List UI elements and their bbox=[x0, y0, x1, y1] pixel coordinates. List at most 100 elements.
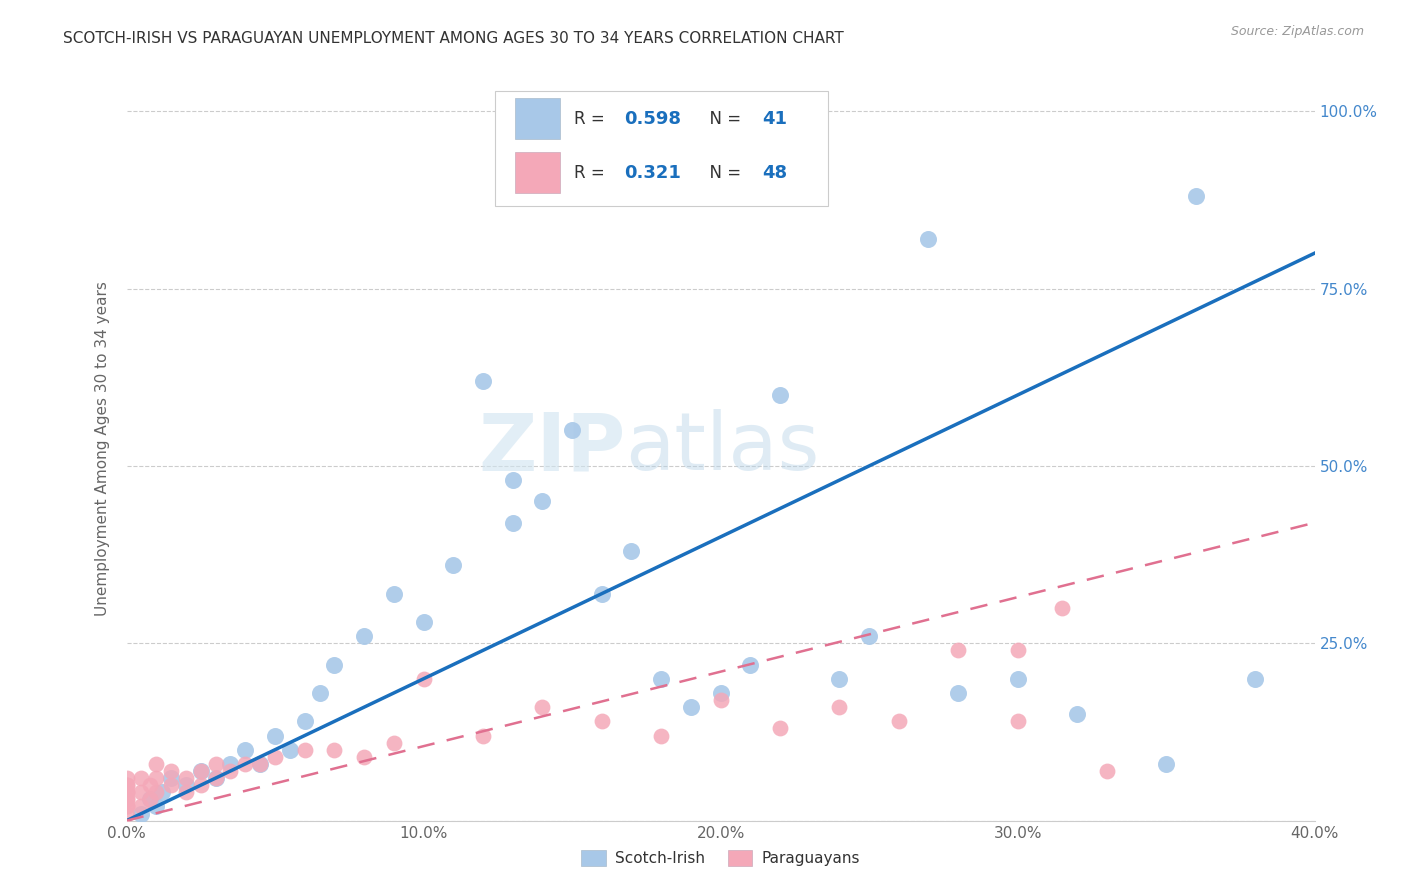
Y-axis label: Unemployment Among Ages 30 to 34 years: Unemployment Among Ages 30 to 34 years bbox=[94, 281, 110, 615]
Point bbox=[679, 700, 702, 714]
Point bbox=[828, 700, 851, 714]
Text: R =: R = bbox=[575, 110, 610, 128]
Point bbox=[531, 700, 554, 714]
Point bbox=[1244, 672, 1267, 686]
Point bbox=[1066, 707, 1088, 722]
Point bbox=[740, 657, 762, 672]
Point bbox=[174, 785, 197, 799]
Point bbox=[204, 756, 226, 771]
Point bbox=[561, 424, 583, 438]
Text: Source: ZipAtlas.com: Source: ZipAtlas.com bbox=[1230, 25, 1364, 38]
Text: SCOTCH-IRISH VS PARAGUAYAN UNEMPLOYMENT AMONG AGES 30 TO 34 YEARS CORRELATION CH: SCOTCH-IRISH VS PARAGUAYAN UNEMPLOYMENT … bbox=[63, 31, 844, 46]
Point bbox=[502, 473, 524, 487]
Point bbox=[204, 771, 226, 785]
Point bbox=[948, 643, 970, 657]
Point bbox=[710, 693, 733, 707]
Point bbox=[219, 756, 242, 771]
Legend: Scotch-Irish, Paraguayans: Scotch-Irish, Paraguayans bbox=[575, 845, 866, 872]
Text: R =: R = bbox=[575, 164, 610, 182]
Point bbox=[131, 799, 153, 814]
Point bbox=[145, 785, 167, 799]
Point bbox=[858, 629, 880, 643]
Point bbox=[115, 792, 138, 806]
Point bbox=[219, 764, 242, 778]
Point bbox=[249, 756, 271, 771]
Point bbox=[353, 749, 375, 764]
Point bbox=[472, 374, 495, 388]
Point bbox=[160, 778, 183, 792]
Point bbox=[264, 749, 287, 764]
Point bbox=[190, 764, 212, 778]
Point bbox=[472, 729, 495, 743]
Text: ZIP: ZIP bbox=[478, 409, 626, 487]
Point bbox=[1007, 672, 1029, 686]
Point bbox=[139, 792, 162, 806]
Point bbox=[353, 629, 375, 643]
Point bbox=[441, 558, 464, 573]
Point bbox=[620, 544, 643, 558]
Point bbox=[769, 388, 792, 402]
Point bbox=[131, 771, 153, 785]
FancyBboxPatch shape bbox=[495, 91, 828, 206]
Point bbox=[115, 785, 138, 799]
Point bbox=[308, 686, 330, 700]
Point bbox=[131, 806, 153, 821]
Point bbox=[264, 729, 287, 743]
Point bbox=[650, 729, 672, 743]
Point bbox=[115, 799, 138, 814]
Point bbox=[382, 587, 405, 601]
Point bbox=[150, 785, 173, 799]
Bar bbox=[515, 153, 560, 194]
Point bbox=[233, 742, 257, 756]
Point bbox=[145, 799, 167, 814]
Point bbox=[1007, 714, 1029, 729]
Point bbox=[769, 722, 792, 736]
Point bbox=[591, 587, 613, 601]
Text: N =: N = bbox=[699, 110, 747, 128]
Point bbox=[115, 792, 138, 806]
Text: 41: 41 bbox=[762, 110, 787, 128]
Point bbox=[1095, 764, 1118, 778]
Point bbox=[115, 778, 138, 792]
Text: 0.598: 0.598 bbox=[624, 110, 682, 128]
Text: atlas: atlas bbox=[626, 409, 820, 487]
Point bbox=[828, 672, 851, 686]
Point bbox=[139, 778, 162, 792]
Point bbox=[115, 771, 138, 785]
Point bbox=[948, 686, 970, 700]
Point bbox=[531, 494, 554, 508]
Text: N =: N = bbox=[699, 164, 747, 182]
Point bbox=[115, 785, 138, 799]
Point bbox=[160, 764, 183, 778]
Point bbox=[294, 742, 316, 756]
Point bbox=[160, 771, 183, 785]
Point bbox=[1050, 600, 1073, 615]
Point bbox=[145, 756, 167, 771]
Point bbox=[131, 785, 153, 799]
Text: 0.321: 0.321 bbox=[624, 164, 682, 182]
Point bbox=[1154, 756, 1177, 771]
Text: 48: 48 bbox=[762, 164, 787, 182]
Point bbox=[1184, 189, 1206, 203]
Point bbox=[412, 615, 434, 629]
Point bbox=[1007, 643, 1029, 657]
Point bbox=[591, 714, 613, 729]
Point bbox=[323, 742, 346, 756]
Point bbox=[115, 799, 138, 814]
Point bbox=[650, 672, 672, 686]
Point bbox=[233, 756, 257, 771]
Point bbox=[323, 657, 346, 672]
Point bbox=[115, 778, 138, 792]
Point bbox=[174, 771, 197, 785]
Point bbox=[115, 806, 138, 821]
Point bbox=[294, 714, 316, 729]
Point bbox=[249, 756, 271, 771]
Point bbox=[190, 778, 212, 792]
Point bbox=[502, 516, 524, 530]
Point bbox=[174, 778, 197, 792]
Point bbox=[145, 771, 167, 785]
Point bbox=[412, 672, 434, 686]
Point bbox=[204, 771, 226, 785]
Point bbox=[887, 714, 910, 729]
Point bbox=[382, 736, 405, 750]
